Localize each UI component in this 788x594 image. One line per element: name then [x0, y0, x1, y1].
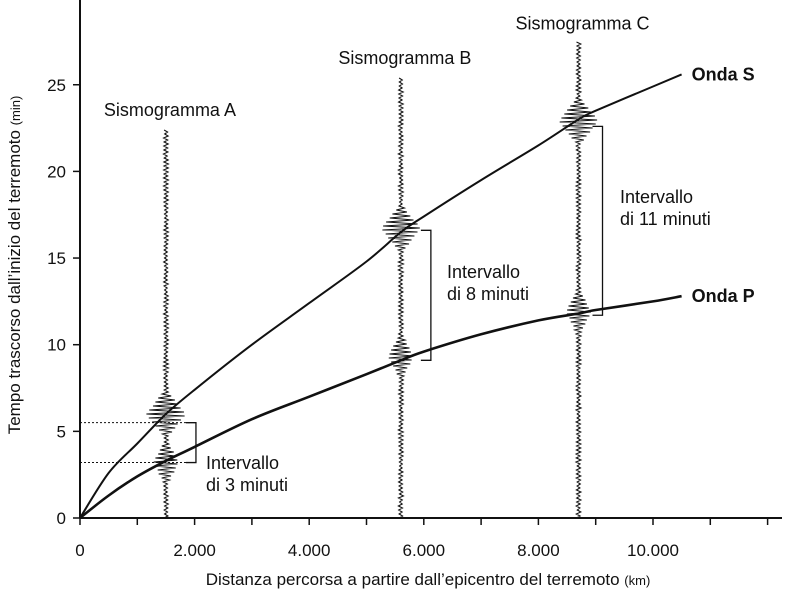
series-line-s: [79, 73, 682, 519]
seismogram-label: Sismogramma C: [515, 13, 649, 33]
seismograms: Sismogramma A Sismogramma B Sismogramma C: [104, 13, 650, 519]
seismogram-label: Sismogramma B: [338, 48, 471, 68]
travel-time-curves: [79, 73, 682, 520]
seismogram-label: Sismogramma A: [104, 100, 236, 120]
interval-label: Intervallo: [206, 453, 279, 473]
x-axis-title: Distanza percorsa a partire dall’epicent…: [206, 570, 651, 589]
y-tick-label: 25: [47, 76, 66, 95]
interval-label: Intervallo: [447, 262, 520, 282]
interval-label: di 3 minuti: [206, 475, 288, 495]
interval-label: di 11 minuti: [620, 209, 711, 229]
y-tick-label: 0: [57, 509, 66, 528]
x-tick-label: 4.000: [288, 541, 331, 560]
y-tick-label: 5: [57, 422, 66, 441]
y-axis-unit: (min): [8, 96, 23, 126]
x-tick-label: 0: [75, 541, 84, 560]
series-line-p: [79, 294, 682, 520]
axes: 0 2.000 4.000 6.000 8.000 10.000 0 5 10 15 20 25 Dis…: [5, 0, 782, 589]
interval-bracket: [592, 125, 604, 316]
x-axis-unit: (km): [624, 573, 650, 588]
y-tick-label: 15: [47, 249, 66, 268]
x-tick-label: 6.000: [403, 541, 446, 560]
chart-labels: Onda S Onda P: [692, 64, 755, 306]
interval-label: di 8 minuti: [447, 284, 529, 304]
x-tick-label: 2.000: [173, 541, 216, 560]
x-tick-label: 8.000: [517, 541, 560, 560]
interval-bracket: [185, 422, 197, 464]
y-tick-label: 20: [47, 162, 66, 181]
seismogram-trace: [559, 41, 598, 519]
y-axis-title: Tempo trascorso dall’inizio del terremot…: [5, 96, 24, 435]
seismogram-trace: [382, 77, 420, 519]
x-tick-label: 10.000: [627, 541, 679, 560]
series-label-s: Onda S: [692, 64, 755, 84]
series-label-p: Onda P: [692, 286, 755, 306]
y-tick-label: 10: [47, 336, 66, 355]
interval-label: Intervallo: [620, 187, 693, 207]
interval-bracket: [420, 229, 432, 361]
seismogram-trace: [146, 129, 185, 519]
